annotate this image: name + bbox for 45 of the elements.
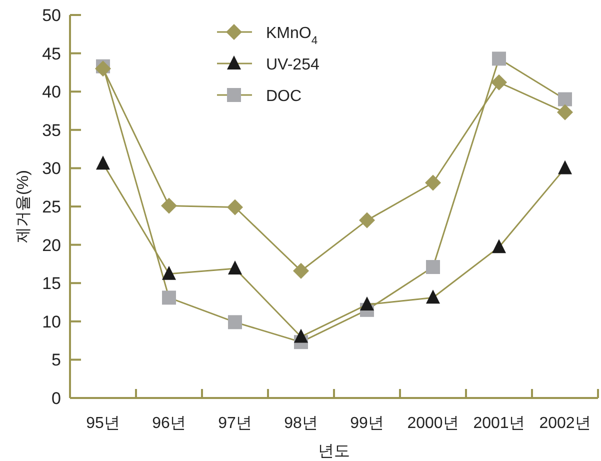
y-tick-label: 50 xyxy=(42,6,61,25)
y-tick-label: 10 xyxy=(42,312,61,332)
point xyxy=(492,239,506,254)
point xyxy=(426,260,440,274)
y-tick-label: 30 xyxy=(42,159,61,178)
y-tick-label: 0 xyxy=(52,389,61,408)
point xyxy=(227,199,243,216)
point xyxy=(95,60,111,77)
point xyxy=(228,315,242,330)
point xyxy=(162,290,176,305)
point xyxy=(491,74,507,90)
point xyxy=(558,160,572,174)
point xyxy=(161,198,177,214)
point xyxy=(492,52,506,66)
y-tick-label: 45 xyxy=(42,44,61,64)
x-axis-title: 년도 xyxy=(318,443,350,460)
y-tick-label: 25 xyxy=(42,198,61,216)
y-tick-label: 35 xyxy=(42,120,61,140)
legend-label: UV-254 xyxy=(266,56,320,74)
y-tick-label: 5 xyxy=(52,350,61,370)
x-tick-label: 95년 xyxy=(86,415,120,432)
legend-label: KMnO$_{4}$ xyxy=(266,25,318,47)
x-tick-label: 97년 xyxy=(218,415,252,432)
y-tick-label: 20 xyxy=(42,236,61,255)
point xyxy=(293,262,309,279)
y-tick-label: 40 xyxy=(42,82,61,102)
x-tick-label: 99년 xyxy=(350,415,384,432)
point xyxy=(96,156,110,170)
point xyxy=(558,92,572,106)
y-tick-label: 15 xyxy=(42,274,61,294)
point xyxy=(425,174,441,191)
x-tick-label: 96년 xyxy=(152,415,186,432)
point xyxy=(359,212,375,228)
point xyxy=(162,266,176,280)
y-axis-title: 제거율(%) xyxy=(15,170,32,243)
x-tick-label: 2000년 xyxy=(407,415,459,432)
point xyxy=(294,328,308,343)
x-tick-label: 2001년 xyxy=(473,415,525,432)
point xyxy=(360,296,374,311)
point xyxy=(557,104,573,120)
legend-label: DOC xyxy=(266,88,302,105)
x-tick-label: 2002년 xyxy=(539,415,591,432)
point xyxy=(228,260,242,275)
x-tick-label: 98년 xyxy=(284,415,318,432)
point xyxy=(426,290,440,304)
